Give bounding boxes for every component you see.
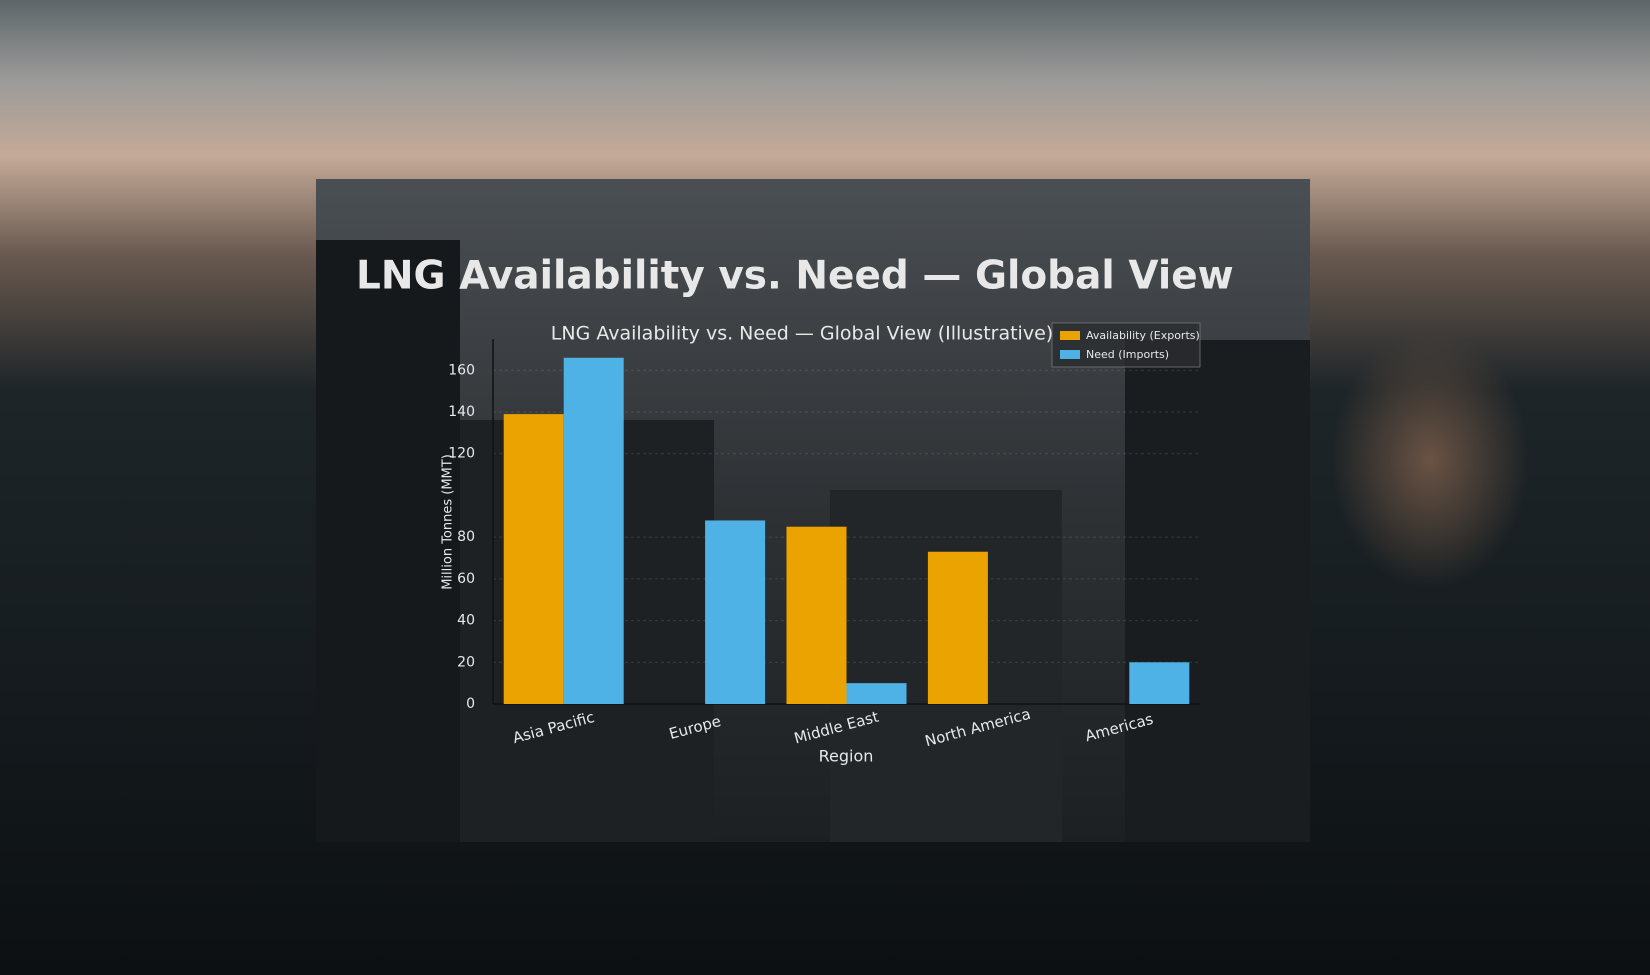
page-title: LNG Availability vs. Need — Global View [356,254,1234,299]
bar [846,683,907,704]
legend-swatch [1060,331,1080,340]
chart-title: LNG Availability vs. Need — Global View … [551,323,1053,345]
y-tick-label: 120 [448,446,475,462]
y-tick-label: 160 [448,362,475,378]
y-tick-label: 80 [457,529,475,545]
y-tick-label: 0 [466,696,475,712]
y-tick-label: 140 [448,404,475,420]
background-glow [1330,330,1530,590]
legend-label: Need (Imports) [1086,348,1169,361]
legend-label: Availability (Exports) [1086,329,1200,342]
y-tick-label: 20 [457,654,475,670]
bar [786,526,847,704]
tank [316,240,460,842]
tank [1125,340,1310,842]
y-tick-label: 60 [457,571,475,587]
legend-swatch [1060,350,1080,359]
x-axis-label: Region [819,747,874,766]
bar [503,414,564,704]
y-tick-label: 40 [457,613,475,629]
bar [927,551,988,704]
legend-box [1051,322,1201,368]
bar [563,357,624,704]
bar [705,520,766,704]
bar [1129,662,1190,704]
y-axis-label: Million Tonnes (MMT) [441,454,456,590]
